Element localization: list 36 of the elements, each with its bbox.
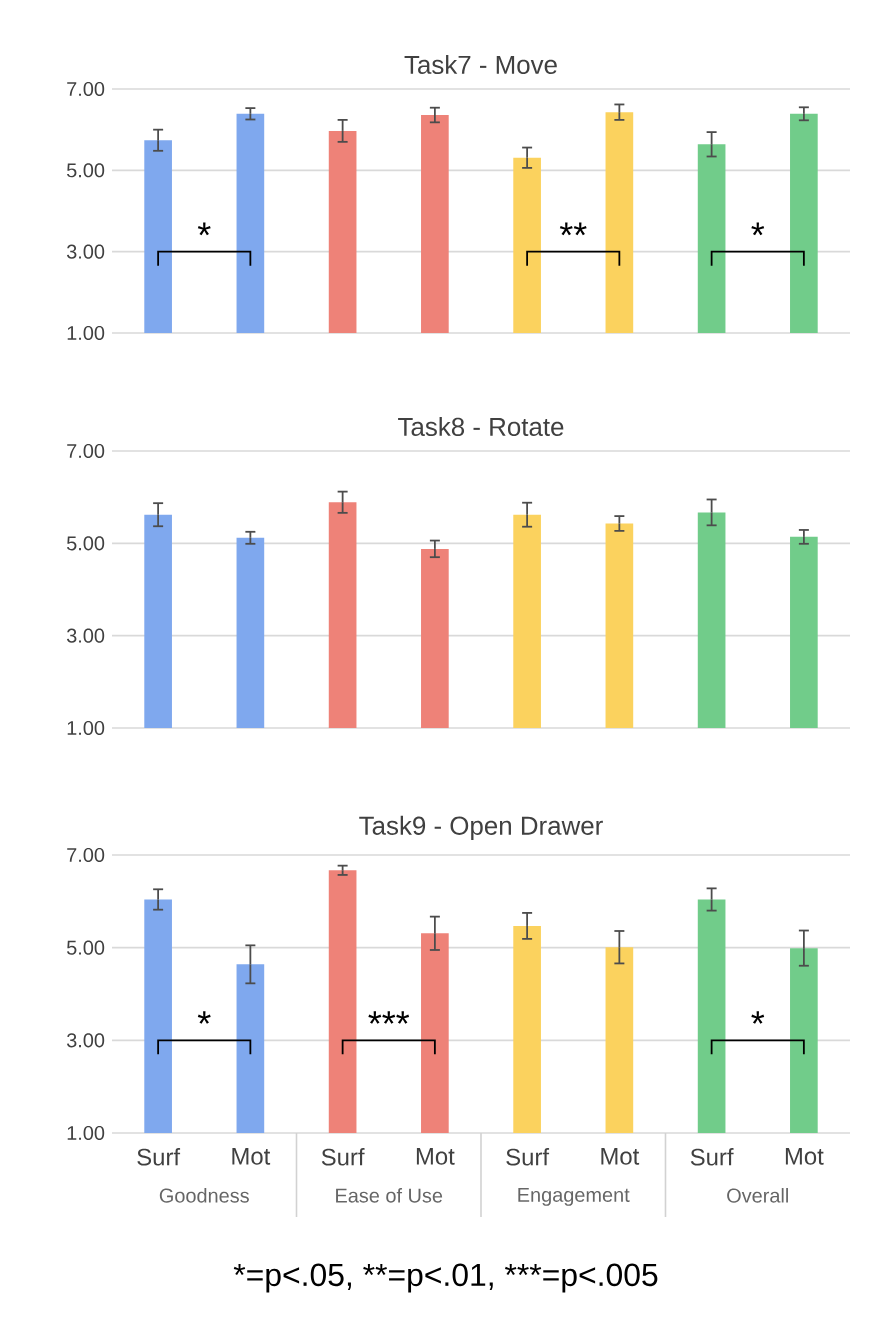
x-tick-label: Surf bbox=[137, 1148, 181, 1166]
x-tick-label: Surf bbox=[690, 1148, 734, 1166]
y-tick-label: 7.00 bbox=[67, 443, 105, 459]
text: Goodness bbox=[159, 1188, 249, 1203]
text: *=p<.05, bbox=[233, 1263, 351, 1293]
x-tick-label: Mot bbox=[232, 1148, 271, 1165]
annotation: * bbox=[751, 1011, 765, 1024]
chart-title: Task7 - Move bbox=[404, 54, 557, 74]
x-tick-label: Mot bbox=[416, 1148, 455, 1165]
annotation: * bbox=[197, 1011, 211, 1024]
y-tick-label: 5.00 bbox=[66, 536, 105, 551]
x-tick-label: Surf bbox=[321, 1148, 365, 1166]
y-tick-label: 3.00 bbox=[66, 1033, 105, 1048]
text: **=p<.01, bbox=[363, 1263, 493, 1293]
text: ***=p<.005 bbox=[505, 1263, 658, 1293]
y-tick-label: 7.00 bbox=[67, 847, 105, 863]
text: Ease of Use bbox=[336, 1188, 443, 1203]
y-tick-label: 1.00 bbox=[67, 325, 105, 341]
y-tick-label: 5.00 bbox=[66, 940, 105, 955]
y-tick-label: 3.00 bbox=[66, 628, 105, 643]
y-tick-label: 1.00 bbox=[67, 720, 105, 736]
y-tick-label: 5.00 bbox=[66, 163, 105, 178]
text: Engagement bbox=[518, 1188, 630, 1206]
chart-title: Task8 - Rotate bbox=[398, 416, 564, 436]
annotation: *** bbox=[368, 1011, 410, 1024]
y-tick-label: 7.00 bbox=[67, 81, 105, 97]
y-tick-label: 3.00 bbox=[66, 244, 105, 259]
x-tick-label: Surf bbox=[506, 1148, 550, 1166]
y-tick-label: 1.00 bbox=[67, 1125, 105, 1141]
annotation: ** bbox=[559, 222, 587, 236]
annotation: * bbox=[751, 222, 765, 236]
x-tick-label: Mot bbox=[601, 1148, 640, 1165]
chart-title: Task9 - Open Drawer bbox=[359, 815, 603, 841]
x-tick-label: Mot bbox=[785, 1148, 824, 1165]
text: Overall bbox=[727, 1188, 788, 1203]
annotation: * bbox=[197, 222, 211, 236]
